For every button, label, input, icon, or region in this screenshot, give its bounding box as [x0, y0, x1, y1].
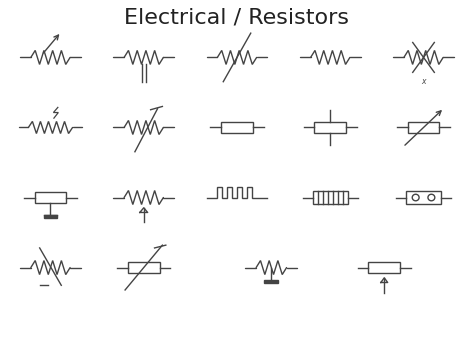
Bar [312, 192, 348, 204]
Bar [44, 215, 57, 218]
Bar [314, 122, 346, 133]
Bar [406, 191, 441, 204]
Bar [368, 262, 400, 273]
Bar [221, 122, 253, 133]
Bar [35, 192, 66, 203]
Bar [408, 122, 439, 133]
Text: x: x [421, 77, 426, 86]
Text: Electrical / Resistors: Electrical / Resistors [125, 8, 349, 28]
Bar [128, 262, 160, 273]
Bar [264, 280, 278, 282]
